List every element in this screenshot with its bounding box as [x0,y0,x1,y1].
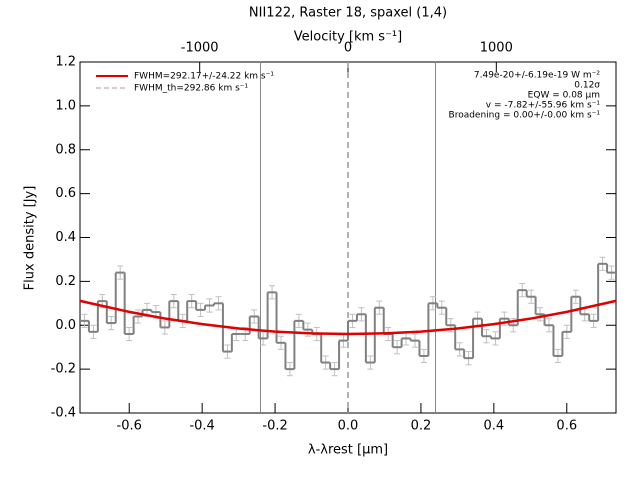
chart-title: NII122, Raster 18, spaxel (1,4) [249,6,447,21]
x-tick-label: 0.4 [484,419,505,434]
x-tick-label: -0.4 [189,419,214,434]
annotation: 0.12σ [574,81,600,91]
y-tick-label: 0.2 [55,274,76,289]
legend-label: FWHM=292.17+/-24.22 km s⁻¹ [134,72,274,82]
x-tick-label: 0.6 [556,419,577,434]
annotation: Broadening = 0.00+/-0.00 km s⁻¹ [449,111,601,121]
x2-axis-label: Velocity [km s⁻¹] [294,30,402,45]
x2-tick-label: -1000 [181,41,219,56]
y-axis-label: Flux density [Jy] [23,186,38,291]
annotation: v = -7.82+/-55.96 km s⁻¹ [486,101,601,111]
x-tick-label: 0.0 [338,419,359,434]
y-tick-label: -0.2 [51,362,76,377]
annotation: EQW = 0.08 μm [528,91,600,101]
x-tick-label: -0.6 [117,419,142,434]
y-tick-label: 0.6 [55,186,76,201]
x2-tick-label: 1000 [480,41,513,56]
x-tick-label: -0.2 [262,419,287,434]
y-tick-label: 1.2 [55,55,76,70]
x-axis-label: λ-λrest [μm] [308,443,388,458]
y-tick-label: 0.8 [55,142,76,157]
y-tick-label: 0.0 [55,318,76,333]
x-tick-label: 0.2 [411,419,432,434]
y-tick-label: -0.4 [51,406,76,421]
annotation: 7.49e-20+/-6.19e-19 W m⁻² [474,71,601,81]
x2-tick-label: 0 [344,41,352,56]
fit-curve [79,299,617,336]
legend-label: FWHM_th=292.86 km s⁻¹ [134,84,249,94]
y-tick-label: 1.0 [55,98,76,113]
y-tick-label: 0.4 [55,230,76,245]
